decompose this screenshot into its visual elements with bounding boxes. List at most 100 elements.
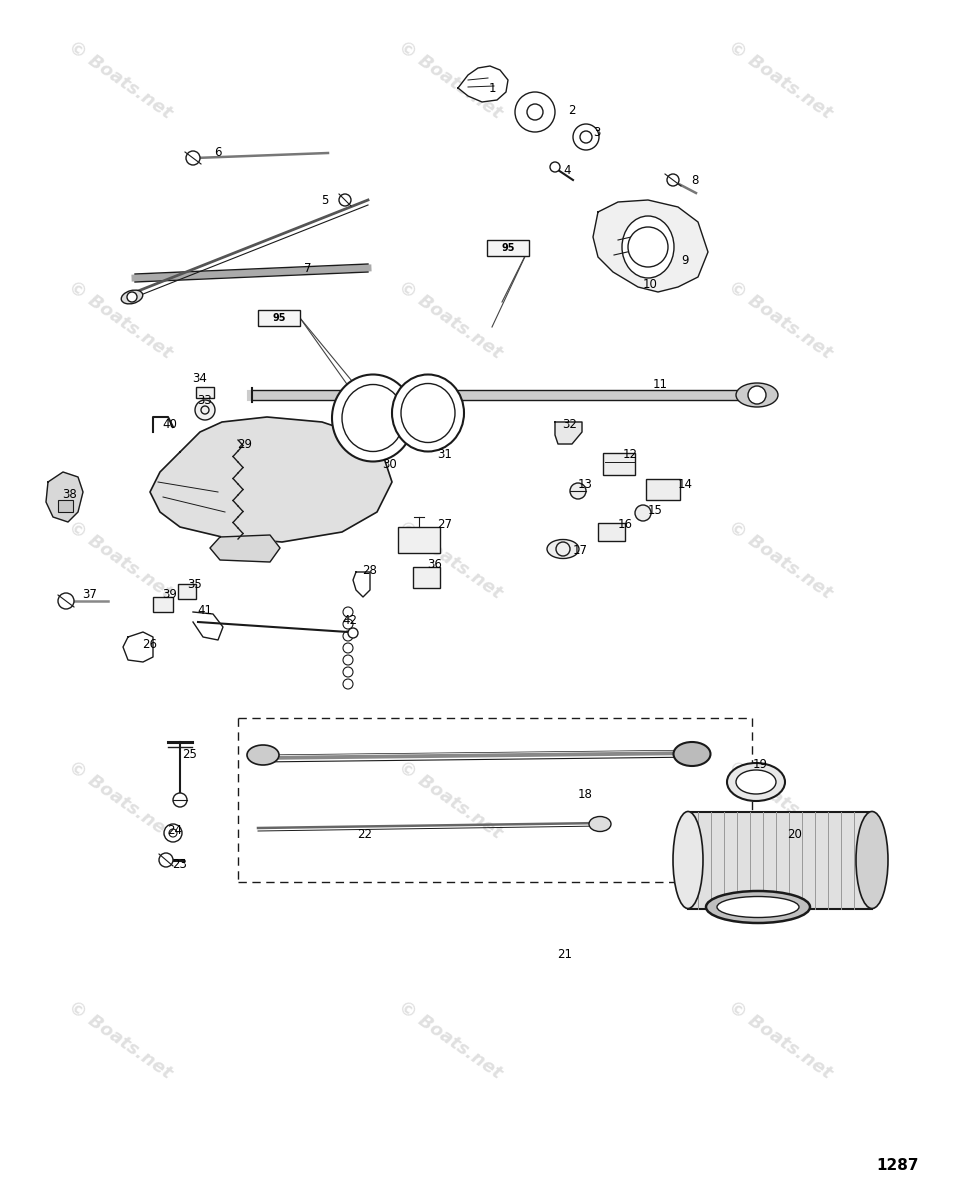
Text: 21: 21 [557,948,573,961]
Bar [153,596,173,612]
Text: 35: 35 [188,578,202,592]
Circle shape [164,824,182,842]
Text: 28: 28 [363,564,378,576]
Ellipse shape [736,383,778,407]
Bar [603,452,635,475]
Text: © Boats.net: © Boats.net [725,997,835,1082]
Text: 3: 3 [594,126,600,139]
Bar [258,310,300,326]
Text: © Boats.net: © Boats.net [64,997,175,1082]
Circle shape [343,643,353,653]
Ellipse shape [247,745,279,766]
Text: 1287: 1287 [877,1158,920,1172]
Circle shape [343,655,353,665]
Text: © Boats.net: © Boats.net [395,757,505,842]
Text: 17: 17 [573,544,588,557]
Ellipse shape [736,770,776,794]
Ellipse shape [717,896,799,918]
Ellipse shape [856,811,888,908]
Text: 13: 13 [577,479,593,492]
Text: 20: 20 [787,828,803,841]
Text: © Boats.net: © Boats.net [64,757,175,842]
Polygon shape [458,66,508,102]
Circle shape [570,482,586,499]
Bar [413,566,440,588]
Text: 16: 16 [618,518,633,532]
Text: © Boats.net: © Boats.net [725,757,835,842]
Text: 1: 1 [488,82,496,95]
Bar [178,584,196,599]
Circle shape [58,593,74,608]
Ellipse shape [673,811,703,908]
Text: 95: 95 [272,313,286,323]
Text: 18: 18 [577,788,593,802]
Polygon shape [210,535,280,562]
Text: 95: 95 [502,242,515,253]
Text: 30: 30 [383,458,397,472]
Text: © Boats.net: © Boats.net [395,277,505,362]
Text: 6: 6 [214,146,222,160]
Circle shape [515,92,555,132]
Circle shape [339,194,351,206]
Text: 7: 7 [304,262,312,275]
Circle shape [343,607,353,617]
Text: 26: 26 [143,638,157,652]
Text: © Boats.net: © Boats.net [64,37,175,122]
Circle shape [343,619,353,629]
Ellipse shape [622,216,674,278]
Text: 32: 32 [563,419,577,432]
Text: 10: 10 [643,278,658,292]
Text: © Boats.net: © Boats.net [725,37,835,122]
Ellipse shape [727,763,785,802]
Text: © Boats.net: © Boats.net [395,37,505,122]
Text: 14: 14 [677,479,692,492]
Polygon shape [593,200,708,292]
Circle shape [667,174,679,186]
Ellipse shape [706,890,810,923]
Circle shape [550,162,560,172]
Text: 31: 31 [437,449,453,462]
Text: 15: 15 [647,504,663,516]
Text: 27: 27 [437,518,453,532]
Text: © Boats.net: © Boats.net [64,517,175,602]
Text: 9: 9 [681,253,689,266]
Text: 25: 25 [182,749,198,762]
Circle shape [186,151,200,164]
Text: © Boats.net: © Boats.net [64,277,175,362]
Text: 12: 12 [622,449,638,462]
Ellipse shape [673,742,711,766]
Ellipse shape [589,816,611,832]
Circle shape [748,386,766,404]
Text: 11: 11 [652,378,667,391]
Text: 29: 29 [238,438,252,451]
Text: 36: 36 [428,558,442,571]
Ellipse shape [392,374,464,451]
Text: 4: 4 [563,163,571,176]
Text: 33: 33 [198,394,212,407]
Bar [58,500,73,512]
Circle shape [173,793,187,806]
Text: 41: 41 [198,604,213,617]
Text: 19: 19 [753,758,767,772]
Text: 37: 37 [82,588,98,601]
Ellipse shape [547,540,579,558]
Circle shape [195,400,215,420]
Text: 24: 24 [168,823,182,836]
Text: 23: 23 [173,858,187,871]
Text: 40: 40 [163,419,177,432]
Polygon shape [150,416,392,542]
Circle shape [127,292,137,302]
Bar [598,523,625,541]
Circle shape [343,631,353,641]
Bar [196,386,214,398]
Ellipse shape [332,374,414,462]
Text: 39: 39 [163,588,177,601]
Text: 34: 34 [193,372,207,384]
Circle shape [573,124,599,150]
Circle shape [628,227,668,266]
Circle shape [343,679,353,689]
Circle shape [159,853,173,866]
Circle shape [635,505,651,521]
Text: 42: 42 [342,613,358,626]
Text: © Boats.net: © Boats.net [725,517,835,602]
